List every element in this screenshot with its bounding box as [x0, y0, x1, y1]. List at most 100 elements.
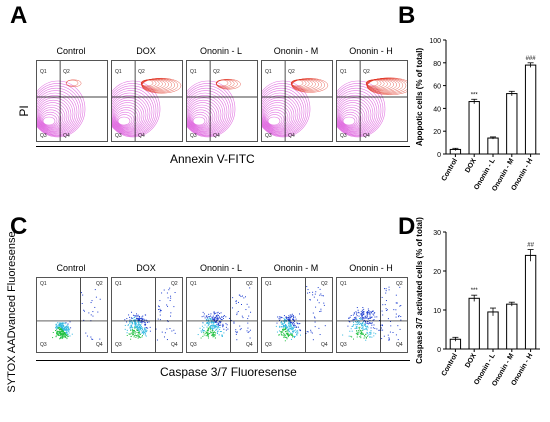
event-dot — [134, 324, 136, 326]
event-dot — [144, 328, 146, 330]
event-dot — [373, 335, 375, 337]
event-dot — [214, 325, 216, 327]
event-dot — [159, 310, 161, 312]
event-dot — [65, 333, 67, 335]
event-dot — [59, 326, 61, 328]
event-dot — [216, 332, 218, 334]
event-dot — [370, 316, 372, 318]
event-dot — [222, 324, 224, 326]
event-dot — [205, 331, 207, 333]
event-dot — [285, 327, 287, 329]
event-dot — [129, 327, 131, 329]
event-dot — [67, 326, 69, 328]
event-dot — [210, 325, 212, 327]
event-dot — [207, 332, 209, 334]
event-dot — [145, 335, 147, 337]
event-dot — [280, 331, 282, 333]
event-dot — [292, 335, 294, 337]
event-dot — [364, 328, 366, 330]
event-dot — [66, 327, 68, 329]
event-dot — [285, 323, 287, 325]
event-dot — [199, 327, 201, 329]
event-dot — [145, 328, 147, 330]
event-dot — [361, 331, 363, 333]
event-dot — [352, 321, 354, 323]
event-dot — [207, 329, 209, 331]
event-dot — [354, 318, 356, 320]
event-dot — [208, 318, 210, 320]
event-dot — [61, 336, 63, 338]
event-dot — [219, 318, 221, 320]
event-dot — [364, 328, 366, 330]
event-dot — [66, 334, 68, 336]
event-dot — [214, 325, 216, 327]
event-dot — [385, 300, 387, 302]
event-dot — [282, 334, 284, 336]
event-dot — [208, 317, 210, 319]
event-dot — [342, 334, 344, 336]
event-dot — [57, 325, 59, 327]
event-dot — [366, 311, 368, 313]
event-dot — [59, 334, 61, 336]
event-dot — [203, 313, 205, 315]
event-dot — [279, 326, 281, 328]
event-dot — [368, 310, 370, 312]
event-dot — [136, 329, 138, 331]
event-dot — [215, 324, 217, 326]
event-dot — [213, 323, 215, 325]
event-dot — [236, 332, 238, 334]
event-dot — [219, 330, 221, 332]
event-dot — [135, 321, 137, 323]
event-dot — [59, 327, 61, 329]
event-dot — [361, 333, 363, 335]
event-dot — [145, 319, 147, 321]
event-dot — [207, 317, 209, 319]
event-dot — [144, 332, 146, 334]
event-dot — [285, 324, 287, 326]
event-dot — [62, 326, 64, 328]
event-dot — [283, 322, 285, 324]
event-dot — [136, 332, 138, 334]
event-dot — [369, 333, 371, 335]
event-dot — [383, 288, 385, 290]
event-dot — [247, 322, 249, 324]
event-dot — [286, 337, 288, 339]
event-dot — [212, 334, 214, 336]
event-dot — [236, 312, 238, 314]
event-dot — [203, 315, 205, 317]
event-dot — [381, 325, 383, 327]
event-dot — [380, 329, 382, 331]
event-dot — [219, 328, 221, 330]
event-dot — [208, 316, 210, 318]
event-dot — [67, 323, 69, 325]
event-dot — [131, 317, 133, 319]
event-dot — [210, 317, 212, 319]
event-dot — [132, 329, 134, 331]
quadrant-label: Q4 — [96, 342, 103, 348]
event-dot — [67, 335, 69, 337]
contour-ring — [191, 111, 210, 127]
event-dot — [366, 329, 368, 331]
contour-ring — [262, 87, 305, 135]
event-dot — [239, 294, 241, 296]
event-dot — [359, 333, 361, 335]
event-dot — [60, 325, 62, 327]
event-dot — [276, 331, 278, 333]
event-dot — [362, 321, 364, 323]
contour-ring — [265, 109, 287, 128]
event-dot — [145, 323, 147, 325]
event-dot — [289, 326, 291, 328]
event-dot — [369, 335, 371, 337]
event-dot — [237, 301, 239, 303]
event-dot — [201, 325, 203, 327]
event-dot — [369, 322, 371, 324]
event-dot — [58, 322, 60, 324]
event-dot — [137, 319, 139, 321]
event-dot — [221, 317, 223, 319]
event-dot — [59, 338, 61, 340]
event-dot — [203, 330, 205, 332]
event-dot — [300, 334, 302, 336]
quadrant-label: Q2 — [288, 69, 295, 75]
contour-ring — [266, 114, 283, 127]
event-dot — [357, 321, 359, 323]
